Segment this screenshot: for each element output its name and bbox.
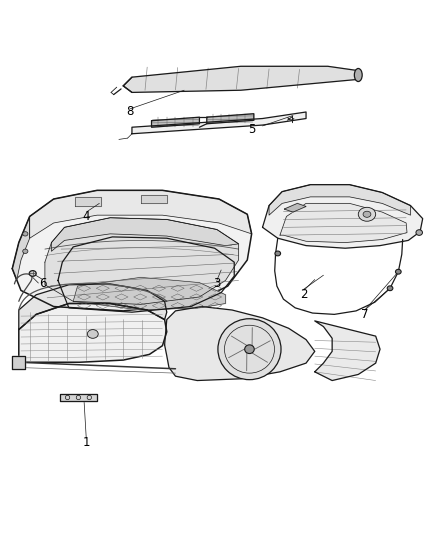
Polygon shape <box>152 117 199 127</box>
Ellipse shape <box>358 207 376 221</box>
Polygon shape <box>60 393 97 401</box>
Ellipse shape <box>396 269 401 274</box>
Polygon shape <box>12 356 25 369</box>
Text: 4: 4 <box>82 210 90 223</box>
Polygon shape <box>73 277 226 310</box>
Polygon shape <box>165 306 315 381</box>
Ellipse shape <box>218 319 281 379</box>
Ellipse shape <box>363 211 371 217</box>
Text: 7: 7 <box>361 308 368 321</box>
Ellipse shape <box>275 251 281 256</box>
Polygon shape <box>12 190 252 311</box>
Text: 5: 5 <box>248 123 255 136</box>
Ellipse shape <box>23 249 28 254</box>
Polygon shape <box>284 204 306 212</box>
Ellipse shape <box>23 232 28 236</box>
Text: 3: 3 <box>213 277 220 290</box>
Ellipse shape <box>387 286 393 290</box>
Ellipse shape <box>87 329 98 338</box>
Polygon shape <box>45 218 239 304</box>
Polygon shape <box>207 114 254 124</box>
Text: 6: 6 <box>39 277 46 290</box>
Polygon shape <box>141 195 167 204</box>
Polygon shape <box>280 204 407 243</box>
Polygon shape <box>262 184 423 248</box>
Polygon shape <box>19 284 167 329</box>
Polygon shape <box>269 184 410 215</box>
Ellipse shape <box>29 271 36 276</box>
Polygon shape <box>315 321 380 381</box>
Polygon shape <box>132 112 306 134</box>
Text: 2: 2 <box>300 288 307 301</box>
Polygon shape <box>12 216 30 280</box>
Ellipse shape <box>354 68 362 82</box>
Text: 8: 8 <box>126 106 134 118</box>
Text: 1: 1 <box>82 437 90 449</box>
Polygon shape <box>51 218 239 251</box>
Ellipse shape <box>245 345 254 353</box>
Ellipse shape <box>416 230 423 236</box>
Polygon shape <box>75 197 102 206</box>
Polygon shape <box>19 303 167 362</box>
Polygon shape <box>30 190 252 238</box>
Polygon shape <box>123 66 358 92</box>
